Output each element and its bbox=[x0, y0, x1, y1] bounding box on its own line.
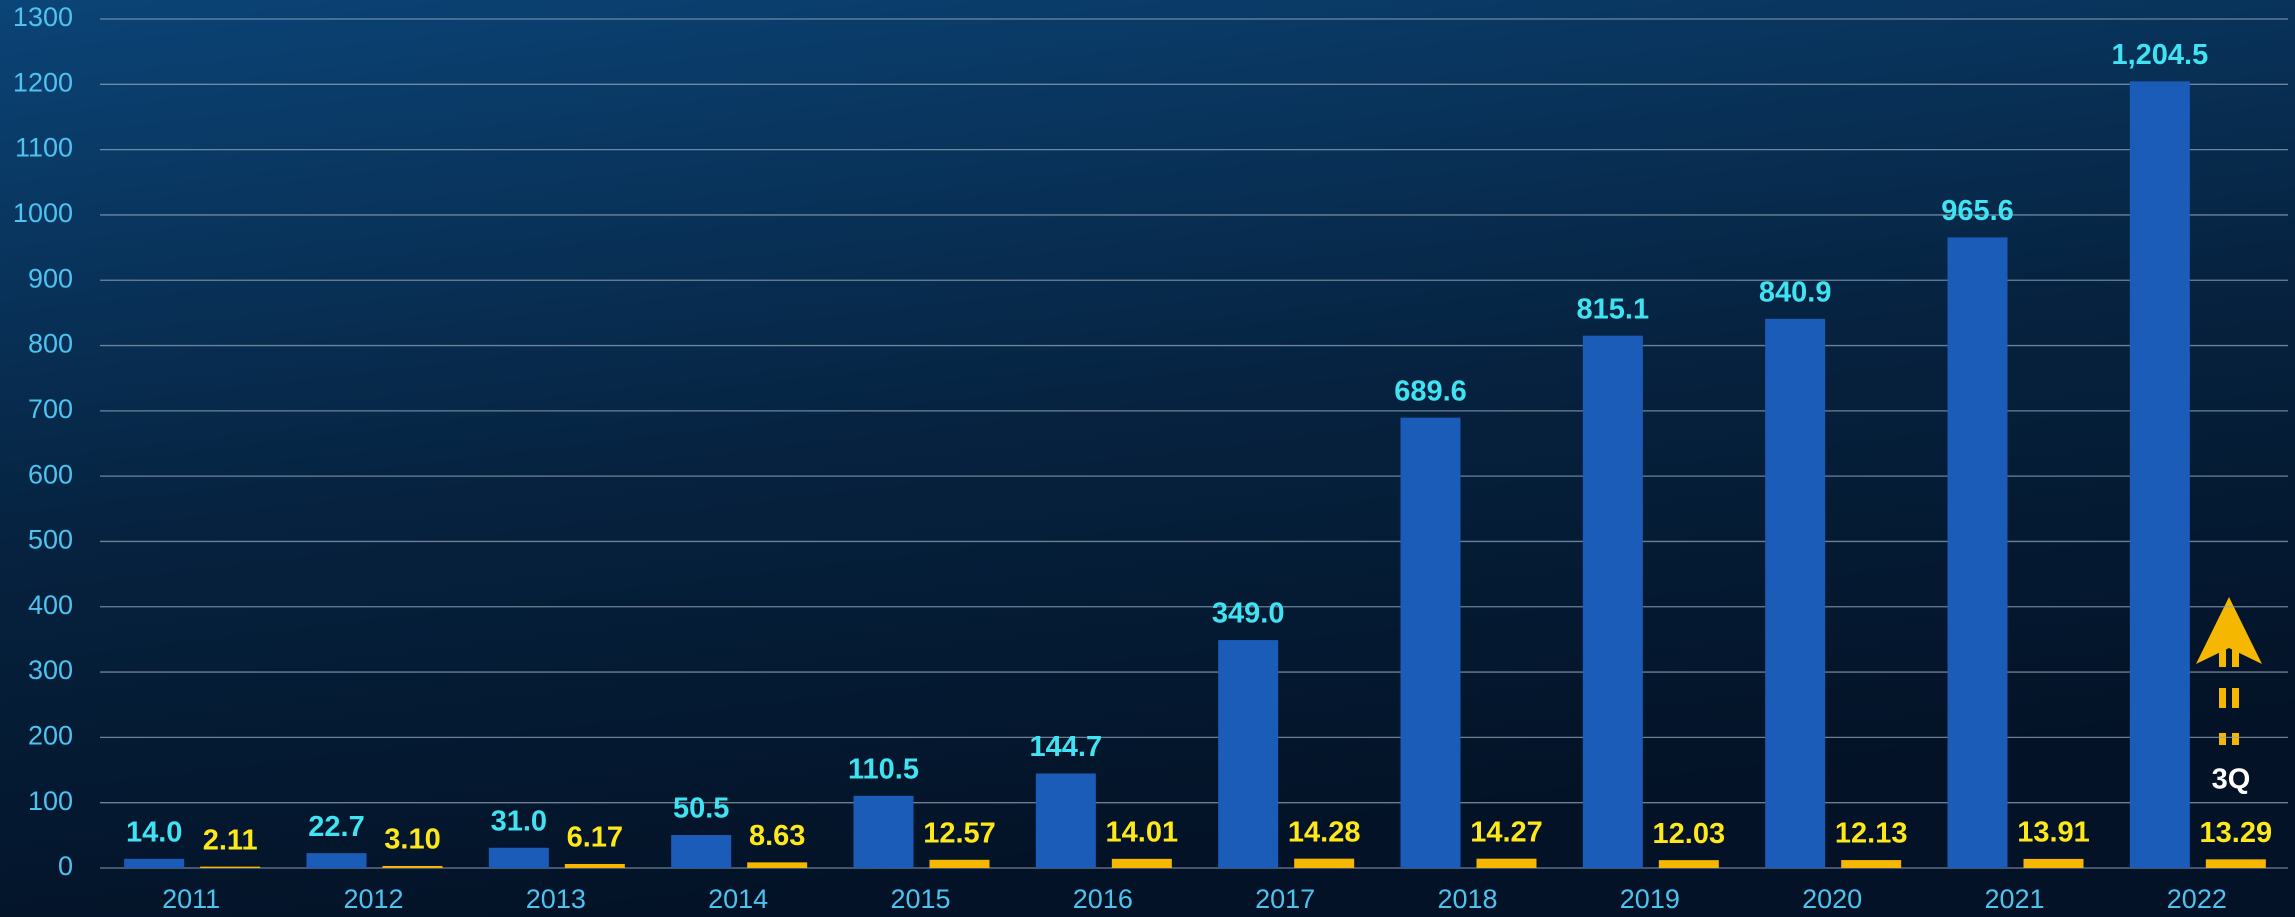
bar bbox=[1841, 860, 1902, 868]
value-label: 840.9 bbox=[1759, 276, 1832, 308]
value-label: 349.0 bbox=[1212, 598, 1285, 630]
annotation: 3Q bbox=[2212, 764, 2251, 796]
x-tick-label: 2014 bbox=[708, 884, 768, 914]
x-tick-label: 2012 bbox=[343, 884, 403, 914]
value-label: 22.7 bbox=[308, 811, 364, 843]
bar bbox=[1400, 417, 1461, 868]
x-tick-label: 2016 bbox=[1073, 884, 1133, 914]
value-label: 144.7 bbox=[1030, 731, 1103, 763]
x-tick-label: 2013 bbox=[526, 884, 586, 914]
y-tick-label: 700 bbox=[28, 394, 73, 424]
y-tick-label: 1200 bbox=[13, 67, 73, 97]
bar bbox=[1582, 335, 1643, 868]
value-label: 14.27 bbox=[1470, 816, 1543, 848]
bar bbox=[306, 853, 367, 868]
x-tick-label: 2021 bbox=[1984, 884, 2044, 914]
x-tick-label: 2020 bbox=[1802, 884, 1862, 914]
x-tick-label: 2011 bbox=[162, 884, 220, 914]
y-tick-label: 1000 bbox=[13, 198, 73, 228]
x-tick-label: 2018 bbox=[1437, 884, 1497, 914]
x-tick-label: 2019 bbox=[1620, 884, 1680, 914]
bar bbox=[564, 863, 625, 868]
value-label: 14.01 bbox=[1106, 817, 1179, 849]
y-tick-label: 0 bbox=[58, 851, 73, 881]
value-label: 965.6 bbox=[1941, 195, 2014, 227]
bar bbox=[1947, 237, 2008, 868]
bar bbox=[1111, 858, 1172, 868]
y-tick-label: 1100 bbox=[15, 133, 73, 163]
value-label: 12.57 bbox=[923, 817, 996, 849]
y-tick-label: 600 bbox=[28, 459, 73, 489]
bar bbox=[1294, 858, 1355, 868]
y-tick-label: 200 bbox=[28, 721, 73, 751]
value-label: 12.03 bbox=[1653, 818, 1726, 850]
value-label: 12.13 bbox=[1835, 818, 1908, 850]
value-label: 6.17 bbox=[567, 822, 623, 854]
bar bbox=[1218, 640, 1279, 868]
value-label: 13.91 bbox=[2017, 817, 2090, 849]
value-label: 110.5 bbox=[848, 753, 919, 785]
value-label: 2.11 bbox=[203, 824, 258, 856]
bar bbox=[382, 865, 443, 868]
bar bbox=[124, 858, 185, 868]
bar bbox=[1765, 318, 1826, 868]
value-label: 14.28 bbox=[1288, 816, 1361, 848]
bar bbox=[200, 866, 261, 868]
value-label: 815.1 bbox=[1577, 293, 1650, 325]
bar bbox=[2129, 81, 2190, 869]
value-label: 50.5 bbox=[673, 793, 729, 825]
value-label: 1,204.5 bbox=[2111, 39, 2208, 71]
x-tick-label: 2022 bbox=[2167, 884, 2227, 914]
y-tick-label: 500 bbox=[28, 525, 73, 555]
y-tick-label: 900 bbox=[28, 263, 73, 293]
bar bbox=[1476, 858, 1537, 868]
y-tick-label: 1300 bbox=[13, 2, 73, 32]
bar bbox=[747, 862, 808, 868]
value-label: 31.0 bbox=[491, 805, 547, 837]
value-label: 3.10 bbox=[384, 824, 440, 856]
value-label: 689.6 bbox=[1394, 375, 1467, 407]
growth-arrow bbox=[2196, 597, 2262, 745]
value-label: 13.29 bbox=[2200, 817, 2273, 849]
y-tick-label: 300 bbox=[28, 655, 73, 685]
y-tick-label: 100 bbox=[28, 786, 73, 816]
value-label: 8.63 bbox=[749, 820, 805, 852]
x-tick-label: 2015 bbox=[890, 884, 950, 914]
bar bbox=[929, 859, 990, 868]
bar bbox=[488, 847, 549, 868]
bar bbox=[671, 835, 732, 868]
bar bbox=[2023, 858, 2084, 868]
value-label: 14.0 bbox=[126, 817, 182, 849]
bar bbox=[853, 795, 914, 868]
bar bbox=[1035, 773, 1096, 868]
bar bbox=[1658, 860, 1719, 868]
x-tick-label: 2017 bbox=[1255, 884, 1315, 914]
y-tick-label: 400 bbox=[28, 590, 73, 620]
bar bbox=[2205, 859, 2266, 868]
y-tick-label: 800 bbox=[28, 329, 73, 359]
